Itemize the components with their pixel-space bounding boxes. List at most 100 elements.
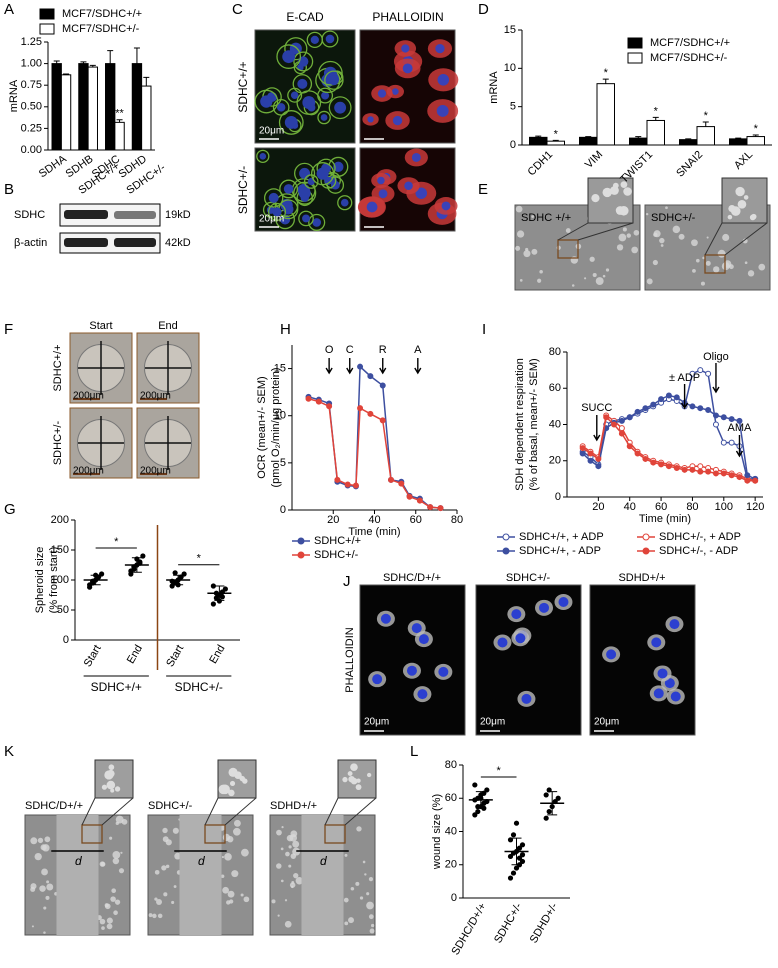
data-point xyxy=(587,450,594,457)
data-point xyxy=(650,459,657,466)
nucleus xyxy=(367,116,374,123)
data-point xyxy=(181,571,187,577)
nucleus xyxy=(328,75,339,86)
y-tick-label: 0 xyxy=(451,892,457,904)
nucleus xyxy=(417,689,428,700)
error-bar xyxy=(602,78,609,84)
bar xyxy=(746,136,765,146)
annotation: AMA xyxy=(728,422,753,434)
cell xyxy=(112,850,121,859)
annotation-arrow xyxy=(325,358,333,375)
distance-label: d xyxy=(75,854,82,868)
data-point xyxy=(697,405,704,412)
data-point xyxy=(665,463,672,470)
data-point xyxy=(650,401,657,408)
cell xyxy=(46,883,54,891)
nucleus xyxy=(321,91,330,100)
data-point xyxy=(516,845,523,851)
annotation: Oligo xyxy=(703,351,729,363)
y-axis-title: mRNA xyxy=(8,79,20,112)
image-label: SDHC/D+/+ xyxy=(383,572,441,584)
data-point xyxy=(658,396,665,403)
cell xyxy=(271,899,276,904)
data-point xyxy=(736,417,743,424)
nucleus xyxy=(378,189,388,199)
panel-label: B xyxy=(4,181,14,198)
cell xyxy=(369,928,375,934)
cell xyxy=(705,260,711,266)
cell xyxy=(30,837,38,845)
cell xyxy=(100,861,106,867)
legend-swatch xyxy=(642,533,650,541)
sd-bar xyxy=(547,791,558,816)
cell xyxy=(571,284,575,287)
cell xyxy=(46,880,50,884)
cell xyxy=(113,910,118,916)
error-bar xyxy=(63,73,70,75)
data-point xyxy=(697,367,704,374)
data-point xyxy=(357,363,364,370)
nucleus xyxy=(282,50,296,64)
nucleus xyxy=(497,637,508,648)
cell xyxy=(317,110,331,125)
cell xyxy=(342,776,348,783)
cell xyxy=(531,215,534,218)
band xyxy=(64,238,108,247)
data-point xyxy=(172,570,178,576)
cell xyxy=(695,258,700,263)
error-bar xyxy=(585,136,592,138)
x-tick-label: 20 xyxy=(327,514,339,526)
significance-label: * xyxy=(654,105,659,117)
cell xyxy=(737,199,747,209)
data-point xyxy=(510,832,517,838)
scale-label: 200μm xyxy=(140,466,171,477)
cell xyxy=(106,780,116,790)
band xyxy=(114,238,156,247)
data-point xyxy=(697,468,704,475)
y-tick-label: 40 xyxy=(445,825,457,837)
cell xyxy=(700,281,705,286)
bar xyxy=(579,136,598,146)
nucleus xyxy=(651,637,662,648)
cell xyxy=(228,789,235,797)
cell xyxy=(109,836,113,840)
cell xyxy=(220,874,225,879)
data-point xyxy=(673,465,680,471)
legend-swatch xyxy=(297,551,305,559)
y-tick-label: 20 xyxy=(549,455,561,467)
data-point xyxy=(416,497,423,504)
cell xyxy=(368,877,374,882)
x-tick-label: VIM xyxy=(583,149,605,171)
data-point xyxy=(326,403,333,410)
zoom-box xyxy=(204,824,226,844)
x-tick-label: SDHC+/- xyxy=(492,901,525,946)
cell xyxy=(99,918,106,925)
nucleus xyxy=(377,176,385,185)
cell xyxy=(172,827,179,834)
cell xyxy=(595,277,604,286)
data-point xyxy=(712,470,719,477)
sd-bar xyxy=(90,574,101,586)
cell xyxy=(284,920,292,928)
cell xyxy=(111,888,117,894)
error-bar xyxy=(552,139,559,142)
nucleus xyxy=(340,198,349,207)
zoom-line xyxy=(81,797,134,826)
nucleus xyxy=(302,214,310,223)
nucleus xyxy=(653,688,664,699)
cell xyxy=(226,900,231,905)
x-tick-label: 80 xyxy=(686,501,698,513)
data-point xyxy=(658,461,665,468)
nucleus xyxy=(272,207,282,217)
annotation: R xyxy=(379,344,387,356)
cell xyxy=(39,885,46,892)
error-bar xyxy=(80,61,87,64)
cell xyxy=(735,186,745,197)
x-tick-label: End xyxy=(125,643,145,666)
annotation-arrow xyxy=(379,358,387,375)
x-tick-label: 80 xyxy=(451,514,463,526)
sd-bar xyxy=(173,574,184,586)
data-point xyxy=(595,463,602,470)
cell xyxy=(288,845,292,849)
y-axis-title: SDH dependent respiration xyxy=(514,358,526,491)
